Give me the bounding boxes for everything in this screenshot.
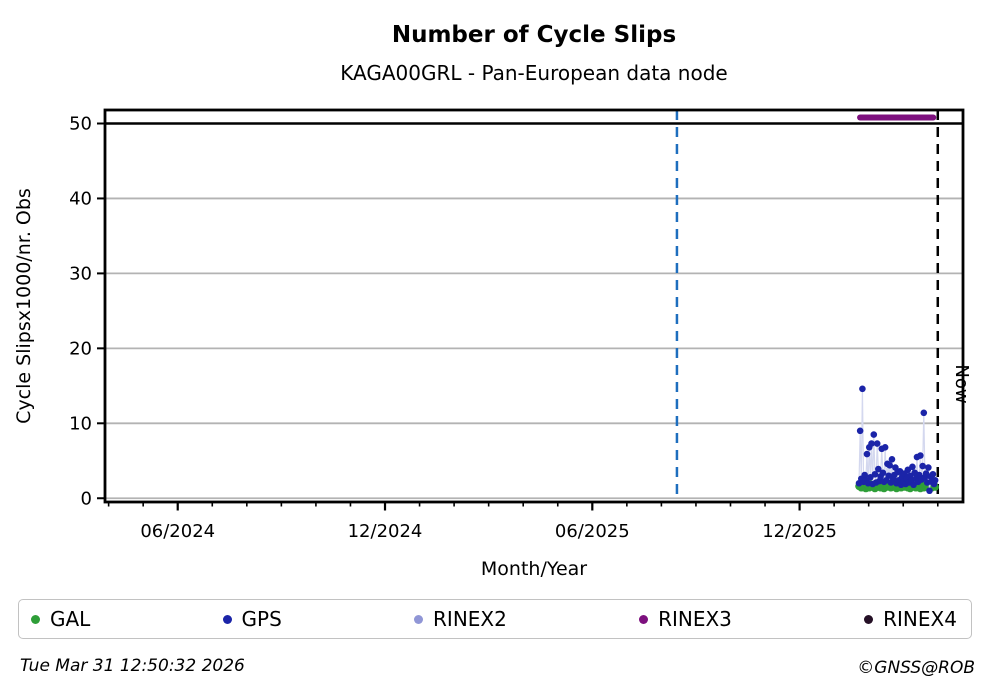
gps-point	[868, 440, 875, 447]
gps-point	[888, 455, 896, 463]
gps-point	[886, 461, 893, 469]
legend-label: GAL	[50, 607, 91, 631]
y-axis-label: Cycle Slipsx1000/nr. Obs	[13, 188, 35, 424]
y-tick-label: 20	[69, 338, 92, 359]
legend-label: RINEX2	[433, 607, 507, 631]
y-tick-label: 0	[81, 488, 92, 509]
gps-point	[881, 443, 889, 451]
rinex4-marker-icon	[864, 614, 874, 624]
gps-point	[861, 471, 868, 479]
legend-item-gal: GAL	[31, 609, 90, 629]
gps-point	[879, 469, 887, 477]
gps-point	[909, 463, 916, 471]
gps-point	[856, 427, 864, 435]
gps-point	[875, 465, 882, 473]
plot-timestamp: Tue Mar 31 12:50:32 2026	[20, 656, 245, 676]
chart-subtitle: KAGA00GRL - Pan-European data node	[340, 61, 727, 85]
gps-point	[931, 476, 939, 484]
axis-layer: 0 10 20 30 40 50 06/2024 12/2024 06/2025 12/2025	[69, 108, 965, 542]
grid-layer	[105, 122, 963, 500]
plot-border	[103, 108, 965, 504]
legend-item-rinex2: RINEX2	[414, 609, 507, 629]
y-tick-label: 50	[69, 113, 92, 134]
series-layer	[855, 114, 939, 495]
rinex3-marker-icon	[639, 614, 649, 624]
gps-point	[859, 385, 866, 393]
x-tick-label: 12/2025	[762, 521, 837, 542]
y-tick-label: 40	[69, 188, 92, 209]
page-title: Number of Cycle Slips	[392, 22, 676, 48]
marker-lines-layer	[675, 110, 940, 502]
gps-point	[926, 487, 933, 495]
legend-label: RINEX4	[883, 607, 957, 631]
legend-item-rinex3: RINEX3	[639, 609, 732, 629]
legend-label: GPS	[241, 607, 282, 631]
gps-point	[873, 440, 881, 447]
x-axis-label: Month/Year	[481, 558, 587, 580]
gps-point	[871, 470, 879, 478]
credit-text: ©GNSS@ROB	[857, 658, 975, 678]
now-line-label: Now	[951, 364, 972, 403]
y-tick-label: 30	[69, 263, 92, 284]
gps-marker-icon	[222, 614, 232, 624]
gps-point	[863, 450, 871, 458]
gps-point	[919, 462, 926, 470]
rinex2-marker-icon	[414, 614, 424, 624]
legend-item-gps: GPS	[222, 607, 282, 631]
x-tick-label: 06/2024	[140, 521, 215, 542]
legend-item-rinex4: RINEX4	[864, 609, 957, 629]
y-tick-label: 10	[69, 413, 92, 434]
legend-label: RINEX3	[658, 607, 732, 631]
gps-point	[929, 470, 937, 478]
cycle-slips-chart: Number of Cycle Slips KAGA00GRL - Pan-Eu…	[13, 22, 972, 580]
chart-legend: GAL GPS RINEX2 RINEX3 RINEX4	[18, 599, 972, 639]
gal-marker-icon	[31, 614, 40, 624]
gps-point	[917, 452, 924, 459]
x-tick-label: 06/2025	[555, 521, 630, 542]
gps-point	[925, 464, 932, 471]
x-tick-label: 12/2024	[348, 521, 423, 542]
gps-point	[870, 431, 878, 438]
gps-point	[920, 409, 928, 417]
